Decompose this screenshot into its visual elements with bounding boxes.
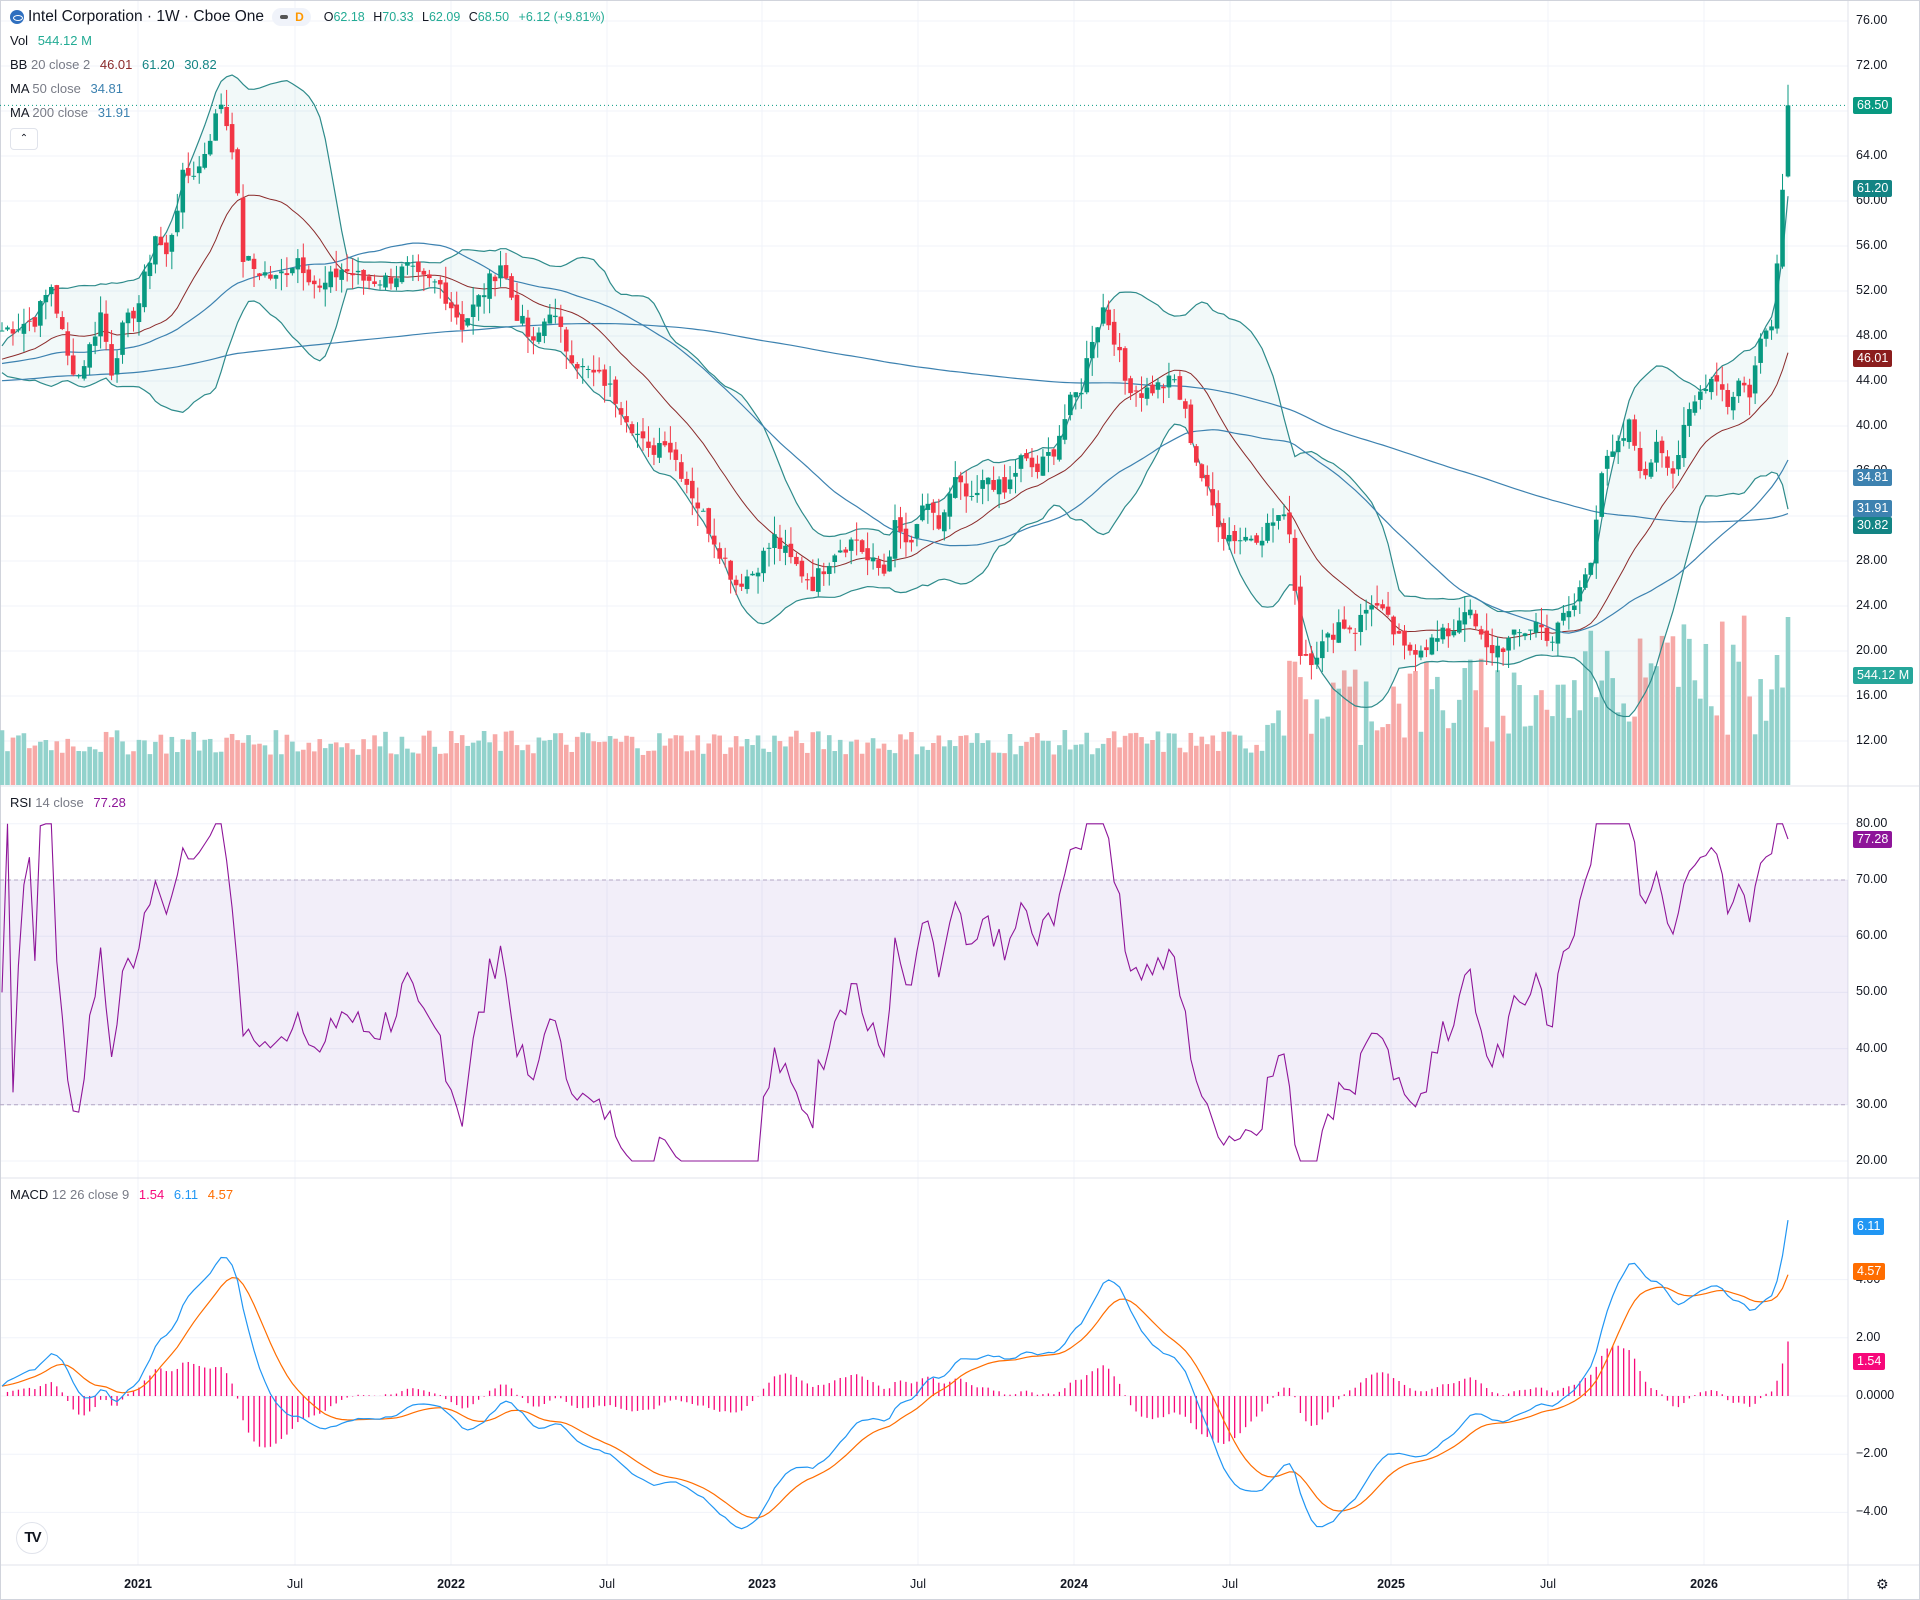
- macd-tick: 2.00: [1856, 1329, 1881, 1344]
- price-tick: 24.00: [1856, 598, 1888, 612]
- macd-badge-6.11: 6.11: [1853, 1218, 1885, 1235]
- time-tick-jul: Jul: [1540, 1577, 1556, 1591]
- volume-legend[interactable]: Vol 544.12 M: [10, 33, 92, 48]
- price-tick: 60.00: [1856, 193, 1888, 207]
- time-tick-2022: 2022: [437, 1577, 465, 1591]
- collapse-legend-button[interactable]: ⌃: [10, 128, 38, 150]
- intel-logo-icon: [10, 10, 24, 24]
- price-tick: 12.00: [1856, 733, 1888, 747]
- time-tick-2023: 2023: [748, 1577, 776, 1591]
- price-badge-30.82: 30.82: [1853, 517, 1893, 534]
- macd-tick: −4.00: [1856, 1504, 1888, 1519]
- price-tick: 76.00: [1856, 13, 1888, 27]
- high-value: 70.33: [382, 10, 414, 24]
- rsi-tick: 20.00: [1856, 1153, 1888, 1167]
- rsi-tick: 70.00: [1856, 872, 1888, 886]
- market-status-pill[interactable]: D: [272, 8, 311, 26]
- rsi-tick: 30.00: [1856, 1096, 1888, 1111]
- time-tick-2021: 2021: [124, 1577, 152, 1591]
- rsi-value: 77.28: [93, 795, 126, 810]
- tradingview-logo[interactable]: TV: [16, 1522, 48, 1554]
- time-tick-2024: 2024: [1060, 1577, 1088, 1591]
- change-value: +6.12 (+9.81%): [518, 10, 605, 24]
- symbol-header: Intel Corporation · 1W · Cboe One D O62.…: [10, 8, 605, 26]
- time-tick-jul: Jul: [1222, 1577, 1238, 1591]
- rsi-tick: 50.00: [1856, 984, 1888, 999]
- settings-gear-icon[interactable]: ⚙: [1876, 1576, 1889, 1592]
- macd-tick: −2.00: [1856, 1446, 1888, 1461]
- open-value: 62.18: [333, 10, 365, 24]
- price-badge-46.01: 46.01: [1853, 350, 1893, 368]
- low-value: 62.09: [428, 10, 461, 24]
- bb-lower-value: 30.82: [184, 57, 217, 72]
- time-tick-jul: Jul: [599, 1577, 615, 1591]
- macd-hist-value: 1.54: [138, 1187, 165, 1202]
- macd-legend[interactable]: MACD 12 26 close 9 1.54 6.11 4.57: [10, 1187, 234, 1202]
- price-tick: 64.00: [1856, 148, 1888, 162]
- macd-badge-4.57: 4.57: [1853, 1263, 1886, 1280]
- price-badge-34.81: 34.81: [1853, 469, 1893, 486]
- time-tick-2025: 2025: [1377, 1577, 1405, 1591]
- delayed-data-badge: D: [295, 10, 304, 24]
- volume-badge: 544.12 M: [1853, 667, 1914, 684]
- macd-badge-1.54: 1.54: [1853, 1353, 1886, 1370]
- price-tick: 52.00: [1856, 283, 1888, 297]
- price-badge-61.20: 61.20: [1853, 179, 1893, 197]
- ma200-value: 31.91: [97, 105, 131, 120]
- price-badge-31.91: 31.91: [1853, 500, 1893, 517]
- ohlc-values: O62.18 H70.33 L62.09 C68.50 +6.12 (+9.81…: [323, 10, 605, 24]
- macd-signal-value: 4.57: [207, 1187, 234, 1202]
- macd-line-value: 6.11: [173, 1187, 199, 1202]
- price-tick: 20.00: [1856, 643, 1888, 657]
- time-tick-jul: Jul: [287, 1577, 303, 1591]
- time-tick-2026: 2026: [1690, 1577, 1718, 1591]
- close-value: 68.50: [477, 10, 510, 24]
- rsi-tick: 60.00: [1856, 928, 1888, 943]
- price-tick: 56.00: [1856, 238, 1888, 252]
- bollinger-legend[interactable]: BB 20 close 2 46.01 61.20 30.82: [10, 57, 217, 72]
- bb-basis-value: 46.01: [99, 57, 133, 72]
- price-badge-68.50: 68.50: [1853, 97, 1893, 115]
- price-tick: 48.00: [1856, 328, 1888, 342]
- price-tick: 44.00: [1856, 373, 1888, 387]
- volume-value: 544.12 M: [37, 33, 92, 48]
- ma200-legend[interactable]: MA 200 close 31.91: [10, 105, 131, 120]
- rsi-badge: 77.28: [1853, 831, 1893, 849]
- price-tick: 72.00: [1856, 58, 1888, 72]
- market-closed-icon: [280, 15, 289, 19]
- time-tick-jul: Jul: [910, 1577, 926, 1591]
- symbol-title[interactable]: Intel Corporation · 1W · Cboe One: [28, 8, 265, 25]
- bb-upper-value: 61.20: [142, 57, 175, 72]
- macd-tick: 0.0000: [1856, 1388, 1895, 1402]
- rsi-tick: 40.00: [1856, 1040, 1888, 1055]
- ma50-legend[interactable]: MA 50 close 34.81: [10, 81, 124, 96]
- price-tick: 28.00: [1856, 553, 1888, 567]
- rsi-tick: 80.00: [1856, 815, 1888, 830]
- rsi-legend[interactable]: RSI 14 close 77.28: [10, 795, 126, 810]
- chevron-up-icon: ⌃: [19, 133, 29, 144]
- ma50-value: 34.81: [90, 81, 124, 96]
- price-tick: 40.00: [1856, 418, 1888, 432]
- price-tick: 16.00: [1856, 688, 1888, 702]
